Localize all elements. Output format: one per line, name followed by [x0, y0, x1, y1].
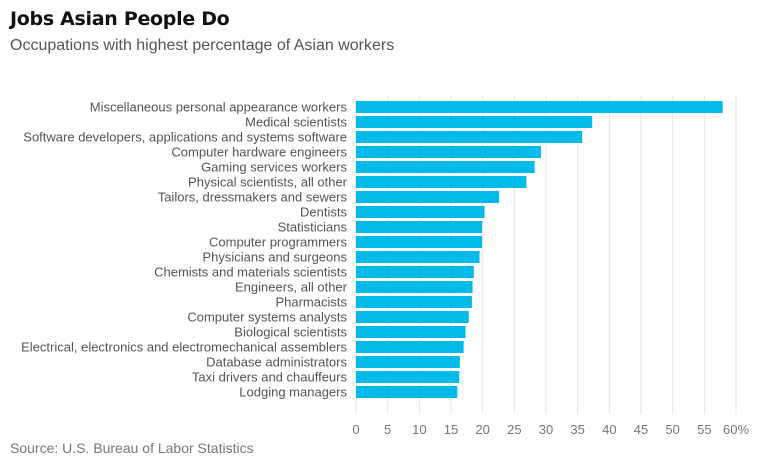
bar	[356, 311, 469, 323]
category-label: Physical scientists, all other	[188, 175, 348, 190]
category-label: Electrical, electronics and electromecha…	[21, 340, 347, 355]
x-tick-label: 45	[634, 422, 648, 437]
category-label: Database administrators	[206, 355, 347, 370]
x-tick-label: 10	[412, 422, 426, 437]
x-tick-label: 15	[444, 422, 458, 437]
category-label: Pharmacists	[275, 295, 347, 310]
category-label: Lodging managers	[239, 385, 347, 400]
chart-subtitle: Occupations with highest percentage of A…	[10, 37, 395, 54]
category-label: Computer systems analysts	[187, 310, 347, 325]
category-label: Chemists and materials scientists	[154, 265, 347, 280]
category-label: Biological scientists	[234, 325, 347, 340]
bar	[356, 161, 535, 173]
category-label: Statisticians	[278, 220, 348, 235]
bar	[356, 371, 460, 383]
category-label: Physicians and surgeons	[202, 250, 347, 265]
x-tick-label: 35	[570, 422, 584, 437]
x-axis-tick-labels: 0 5 10 15 20 25 30 35 40 45 50 55 60%	[352, 422, 749, 437]
bars	[356, 101, 723, 398]
bar	[356, 101, 723, 113]
bar	[356, 236, 483, 248]
bar	[356, 131, 583, 143]
bar	[356, 191, 500, 203]
bar	[356, 206, 485, 218]
bar	[356, 281, 473, 293]
category-label: Computer hardware engineers	[171, 145, 347, 160]
bar	[356, 116, 593, 128]
x-tick-label: 20	[475, 422, 489, 437]
category-label: Tailors, dressmakers and sewers	[158, 190, 348, 205]
source-note: Source: U.S. Bureau of Labor Statistics	[10, 440, 254, 456]
category-label: Computer programmers	[209, 235, 347, 250]
bar	[356, 356, 460, 368]
bar	[356, 386, 458, 398]
x-tick-label: 40	[602, 422, 616, 437]
category-label: Miscellaneous personal appearance worker…	[90, 100, 348, 115]
bar	[356, 146, 541, 158]
bar	[356, 251, 480, 263]
bar	[356, 221, 483, 233]
x-tick-label: 55	[697, 422, 711, 437]
category-label: Dentists	[300, 205, 347, 220]
bar	[356, 176, 527, 188]
x-tick-label: 30	[539, 422, 553, 437]
category-label: Software developers, applications and sy…	[23, 130, 347, 145]
category-labels: Miscellaneous personal appearance worker…	[21, 100, 348, 400]
category-label: Engineers, all other	[235, 280, 348, 295]
bar	[356, 326, 466, 338]
bar	[356, 341, 464, 353]
bar	[356, 266, 474, 278]
x-tick-label: 0	[352, 422, 359, 437]
category-label: Gaming services workers	[201, 160, 347, 175]
x-tick-label: 50	[665, 422, 679, 437]
category-label: Medical scientists	[245, 115, 347, 130]
bar	[356, 296, 472, 308]
x-tick-label: 5	[384, 422, 391, 437]
x-tick-label: 25	[507, 422, 521, 437]
chart-title: Jobs Asian People Do	[10, 8, 230, 30]
x-tick-label: 60%	[723, 422, 749, 437]
category-label: Taxi drivers and chauffeurs	[192, 370, 348, 385]
